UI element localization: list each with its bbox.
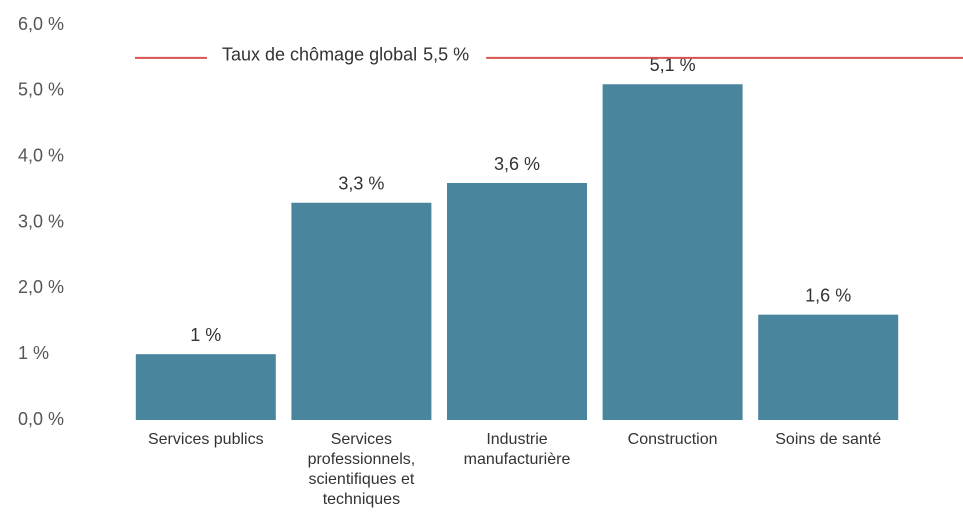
bar: [447, 183, 587, 420]
x-tick-label: Industrie manufacturière: [463, 431, 571, 468]
y-tick-label: 2,0 %: [18, 277, 64, 297]
reference-value: 5,5 %: [423, 45, 469, 65]
bar: [602, 84, 743, 420]
x-tick-label: Services professionnels, scientifiques e…: [307, 431, 416, 508]
value-label: 1,6 %: [805, 285, 851, 305]
reference-label: Taux de chômage global: [222, 45, 417, 65]
y-tick-label: 1 %: [18, 343, 49, 363]
y-tick-label: 6,0 %: [18, 14, 64, 34]
x-tick-label: Services publics: [147, 431, 264, 448]
value-label: 3,6 %: [494, 154, 540, 174]
bar: [758, 314, 899, 420]
y-tick-label: 4,0 %: [18, 145, 64, 165]
y-tick-label: 5,0 %: [18, 80, 64, 100]
y-tick-label: 3,0 %: [18, 211, 64, 231]
value-label: 3,3 %: [338, 174, 384, 194]
value-label: 5,1 %: [650, 55, 696, 75]
x-tick-label: Soins de santé: [775, 431, 882, 448]
reference-label-bg: [207, 43, 487, 70]
x-tick-label: Construction: [627, 431, 718, 448]
bar: [291, 202, 432, 420]
bar: [135, 354, 276, 420]
value-label: 1 %: [190, 325, 221, 345]
y-tick-label: 0,0 %: [18, 409, 64, 429]
